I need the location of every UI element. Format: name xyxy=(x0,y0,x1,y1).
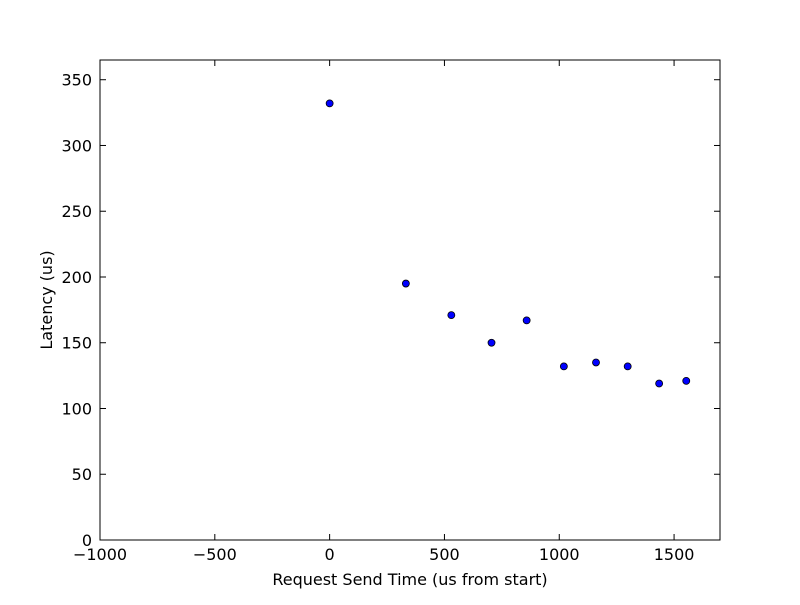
data-point xyxy=(401,279,410,288)
data-point xyxy=(623,362,632,371)
y-tick-label: 350 xyxy=(61,71,92,90)
data-point xyxy=(487,338,496,347)
data-point xyxy=(655,379,664,388)
y-tick-label: 200 xyxy=(61,268,92,287)
axes-border xyxy=(99,59,721,541)
x-axis-ticks: −1000 −500 0 500 1000 1500 xyxy=(73,60,694,564)
plot-background xyxy=(100,60,720,540)
y-axis-label: Latency (us) xyxy=(37,250,56,349)
y-tick-label: 250 xyxy=(61,202,92,221)
x-tick-label: 0 xyxy=(325,545,335,564)
axes-frame xyxy=(99,59,721,541)
data-points xyxy=(325,99,691,388)
data-point xyxy=(559,362,568,371)
x-axis-label: Request Send Time (us from start) xyxy=(272,570,547,589)
y-tick-label: 0 xyxy=(82,531,92,550)
y-tick-label: 100 xyxy=(61,399,92,418)
data-point xyxy=(447,311,456,320)
x-tick-label: 1000 xyxy=(539,545,580,564)
y-tick-label: 50 xyxy=(72,465,92,484)
x-tick-label: −500 xyxy=(193,545,237,564)
data-point xyxy=(522,316,531,325)
y-axis-ticks: 0 50 100 150 200 250 300 350 xyxy=(61,71,720,550)
data-point xyxy=(682,376,691,385)
data-point xyxy=(325,99,334,108)
x-tick-label: 1500 xyxy=(654,545,695,564)
y-tick-label: 150 xyxy=(61,334,92,353)
plot-area xyxy=(100,60,720,540)
x-tick-label: −1000 xyxy=(73,545,127,564)
y-tick-label: 300 xyxy=(61,136,92,155)
data-point xyxy=(592,358,600,367)
x-tick-label: 500 xyxy=(429,545,460,564)
